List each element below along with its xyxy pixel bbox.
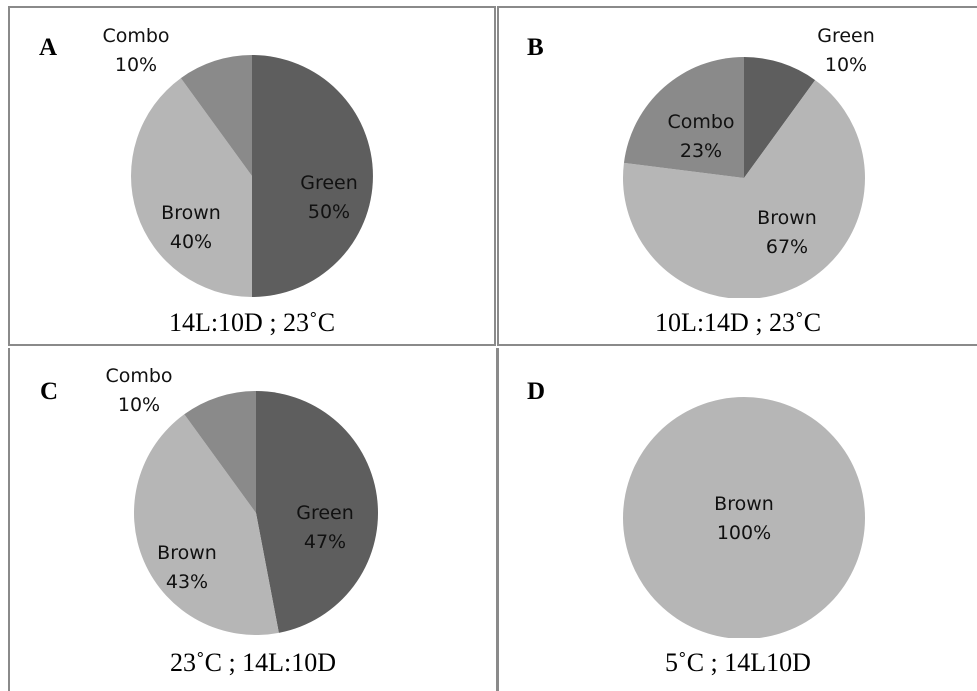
pie-slice-brown: [131, 78, 252, 297]
panel-letter: C: [40, 378, 59, 405]
slice-value-label: 67%: [766, 236, 808, 258]
pie-chart: Green 50% Brown 40% Combo 10%: [102, 25, 373, 297]
panel-letter: A: [39, 34, 58, 61]
pie-slice-green: [252, 55, 373, 297]
pie-panel-a: A Green 50% Brown 40% Combo 10% 14L:10D ; 23˚…: [8, 6, 496, 346]
slice-label: Brown: [157, 542, 217, 564]
pie-panel-d: D Brown 100% 5˚C ; 14L10D: [497, 348, 977, 691]
pie-chart: Brown 100%: [623, 397, 865, 638]
slice-value-label: 10%: [115, 54, 157, 76]
pie-slice-brown: [134, 414, 279, 635]
pie-slice-green: [256, 391, 378, 633]
panel-caption: 14L:10D ; 23˚C: [168, 308, 336, 337]
slice-value-label: 23%: [680, 140, 722, 162]
pie-panel-b: B Green 10% Brown 67% Combo 23% 10L:14D ; 23˚…: [497, 6, 977, 346]
slice-label: Brown: [161, 202, 221, 224]
panel-caption: 5˚C ; 14L10D: [665, 648, 811, 677]
slice-value-label: 40%: [170, 231, 212, 253]
panel-letter: D: [527, 378, 546, 405]
slice-value-label: 10%: [825, 54, 867, 76]
pie-slice-combo: [623, 57, 744, 178]
slice-label: Brown: [714, 493, 774, 515]
slice-label: Combo: [667, 111, 734, 133]
pie-slice-green: [744, 57, 816, 178]
pie-slice-brown: [623, 80, 865, 298]
slice-label: Brown: [757, 207, 817, 229]
panel-caption: 23˚C ; 14L:10D: [169, 648, 337, 677]
pie-slice-brown: [623, 397, 865, 638]
slice-value-label: 50%: [308, 201, 350, 223]
slice-value-label: 100%: [717, 522, 771, 544]
pie-panel-c: C Green 47% Brown 43% Combo 10% 23˚C ; 14L:10…: [8, 348, 498, 691]
pie-slice-combo: [180, 55, 252, 176]
pie-chart: Green 47% Brown 43% Combo 10%: [105, 365, 378, 635]
slice-value-label: 43%: [166, 571, 208, 593]
pie-chart: Green 10% Brown 67% Combo 23%: [623, 25, 875, 298]
slice-value-label: 47%: [304, 531, 346, 553]
slice-label: Combo: [102, 25, 169, 47]
panel-letter: B: [527, 34, 544, 61]
slice-label: Green: [296, 502, 354, 524]
slice-value-label: 10%: [118, 394, 160, 416]
panel-caption: 10L:14D ; 23˚C: [654, 308, 822, 337]
slice-label: Green: [300, 172, 358, 194]
pie-slice-combo: [184, 391, 256, 513]
slice-label: Combo: [105, 365, 172, 387]
slice-label: Green: [817, 25, 875, 47]
